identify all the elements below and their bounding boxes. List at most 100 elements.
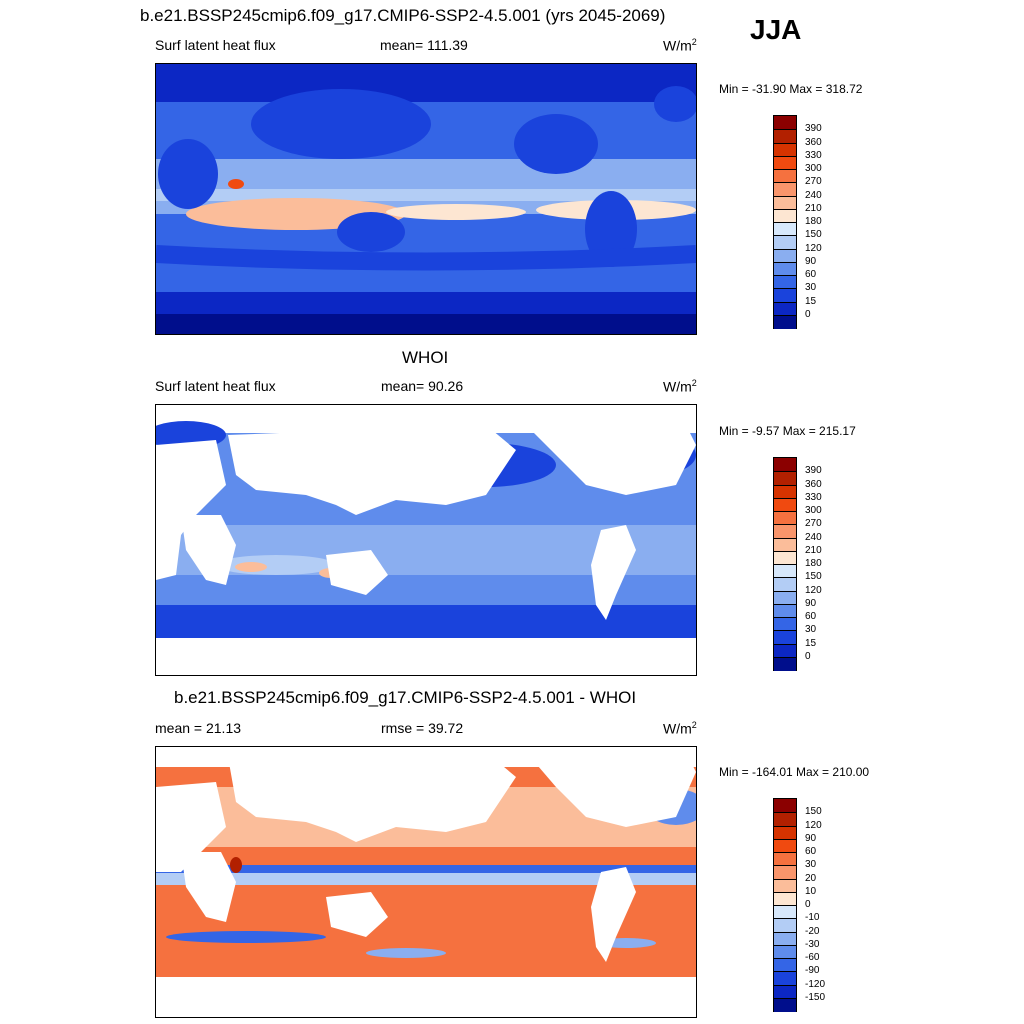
colorbar-tick-label: 60 xyxy=(805,269,817,280)
colorbar-tick-label: 180 xyxy=(805,558,822,569)
colorbar-segment xyxy=(774,524,796,538)
colorbar-segment xyxy=(774,799,796,813)
panel1-variable: Surf latent heat flux xyxy=(155,37,276,53)
colorbar-segment xyxy=(774,116,796,130)
colorbar-tick-label: 90 xyxy=(805,597,817,609)
panel1-minmax: Min = -31.90 Max = 318.72 xyxy=(719,82,863,96)
panel2-map-svg xyxy=(156,405,696,675)
colorbar-tick-label: -30 xyxy=(805,938,820,950)
colorbar-segment xyxy=(774,537,796,552)
colorbar-tick-label: 0 xyxy=(805,308,811,320)
colorbar-tick-label: -120 xyxy=(805,978,826,990)
colorbar-segment xyxy=(774,142,796,157)
panel1-mean: mean= 111.39 xyxy=(380,37,468,53)
panel3-map xyxy=(155,746,697,1018)
colorbar-segment xyxy=(774,195,796,210)
colorbar-segment xyxy=(774,458,796,472)
panel3-map-svg xyxy=(156,747,696,1017)
colorbar-segment xyxy=(774,891,796,906)
colorbar-tick-label: -60 xyxy=(805,952,820,963)
panel3-title: b.e21.BSSP245cmip6.f09_g17.CMIP6-SSP2-4.… xyxy=(174,688,637,707)
colorbar-segment xyxy=(774,222,796,236)
season-label: JJA xyxy=(750,14,802,45)
panel1-units: W/m2 xyxy=(663,37,697,54)
colorbar-segment xyxy=(774,497,796,512)
colorbar-segment xyxy=(774,931,796,946)
colorbar-tick-label: 360 xyxy=(805,136,822,148)
colorbar-tick-label: 30 xyxy=(805,282,817,294)
panel3-units: W/m2 xyxy=(663,720,697,737)
colorbar-segment xyxy=(774,630,796,644)
colorbar-tick-label: 60 xyxy=(805,846,817,857)
panel1-colorbar xyxy=(773,115,797,329)
panel1-title: b.e21.BSSP245cmip6.f09_g17.CMIP6-SSP2-4.… xyxy=(140,6,666,25)
colorbar-segment xyxy=(774,275,796,289)
colorbar-tick-label: -150 xyxy=(805,991,826,1003)
colorbar-tick-label: 15 xyxy=(805,295,817,307)
colorbar-segment xyxy=(774,550,796,565)
colorbar-segment xyxy=(774,155,796,170)
panel3-mean: mean = 21.13 xyxy=(155,720,242,736)
colorbar-tick-label: 150 xyxy=(805,571,822,583)
colorbar-segment xyxy=(774,852,796,866)
colorbar-segment xyxy=(774,838,796,853)
colorbar-segment xyxy=(774,643,796,658)
colorbar-segment xyxy=(774,984,796,999)
colorbar-segment xyxy=(774,971,796,985)
panel3-colorbar xyxy=(773,798,797,1012)
colorbar-tick-label: 240 xyxy=(805,531,822,543)
colorbar-tick-label: 30 xyxy=(805,624,817,636)
colorbar-tick-label: 270 xyxy=(805,518,822,530)
colorbar-segment xyxy=(774,812,796,826)
colorbar-tick-label: 15 xyxy=(805,637,817,649)
colorbar-segment xyxy=(774,590,796,605)
colorbar-segment xyxy=(774,944,796,959)
colorbar-tick-label: 330 xyxy=(805,149,822,161)
colorbar-tick-label: 120 xyxy=(805,819,822,831)
colorbar-tick-label: 60 xyxy=(805,611,817,622)
colorbar-segment xyxy=(774,261,796,276)
colorbar-segment xyxy=(774,656,796,671)
colorbar-tick-label: 0 xyxy=(805,650,811,662)
panel1-map-svg xyxy=(156,64,696,334)
colorbar-tick-label: -10 xyxy=(805,912,820,924)
colorbar-tick-label: 300 xyxy=(805,163,822,174)
colorbar-tick-label: 330 xyxy=(805,491,822,503)
colorbar-segment xyxy=(774,129,796,143)
panel2-colorbar xyxy=(773,457,797,671)
colorbar-tick-label: -20 xyxy=(805,925,820,937)
colorbar-tick-label: 150 xyxy=(805,806,822,818)
colorbar-segment xyxy=(774,471,796,485)
colorbar-tick-label: 120 xyxy=(805,584,822,596)
colorbar-segment xyxy=(774,905,796,919)
panel3-rmse: rmse = 39.72 xyxy=(381,720,464,736)
panel2-units: W/m2 xyxy=(663,378,697,395)
colorbar-segment xyxy=(774,577,796,591)
colorbar-segment xyxy=(774,825,796,840)
colorbar-tick-label: 180 xyxy=(805,216,822,227)
colorbar-segment xyxy=(774,997,796,1012)
colorbar-tick-label: 240 xyxy=(805,189,822,201)
panel2-variable: Surf latent heat flux xyxy=(155,378,276,394)
panel2-title: WHOI xyxy=(402,348,449,367)
panel1-map xyxy=(155,63,697,335)
colorbar-tick-label: 90 xyxy=(805,255,817,267)
panel2-map xyxy=(155,404,697,676)
colorbar-segment xyxy=(774,865,796,879)
colorbar-tick-label: 20 xyxy=(805,872,817,884)
colorbar-tick-label: 210 xyxy=(805,202,822,214)
colorbar-segment xyxy=(774,484,796,499)
colorbar-tick-label: 10 xyxy=(805,885,817,897)
colorbar-tick-label: 270 xyxy=(805,176,822,188)
colorbar-segment xyxy=(774,208,796,223)
colorbar-segment xyxy=(774,169,796,183)
colorbar-segment xyxy=(774,182,796,196)
colorbar-tick-label: 90 xyxy=(805,832,817,844)
colorbar-segment xyxy=(774,878,796,893)
colorbar-tick-label: 390 xyxy=(805,465,822,477)
colorbar-tick-label: 150 xyxy=(805,229,822,241)
colorbar-segment xyxy=(774,235,796,249)
colorbar-segment xyxy=(774,617,796,631)
colorbar-segment xyxy=(774,918,796,932)
colorbar-tick-label: 300 xyxy=(805,505,822,516)
